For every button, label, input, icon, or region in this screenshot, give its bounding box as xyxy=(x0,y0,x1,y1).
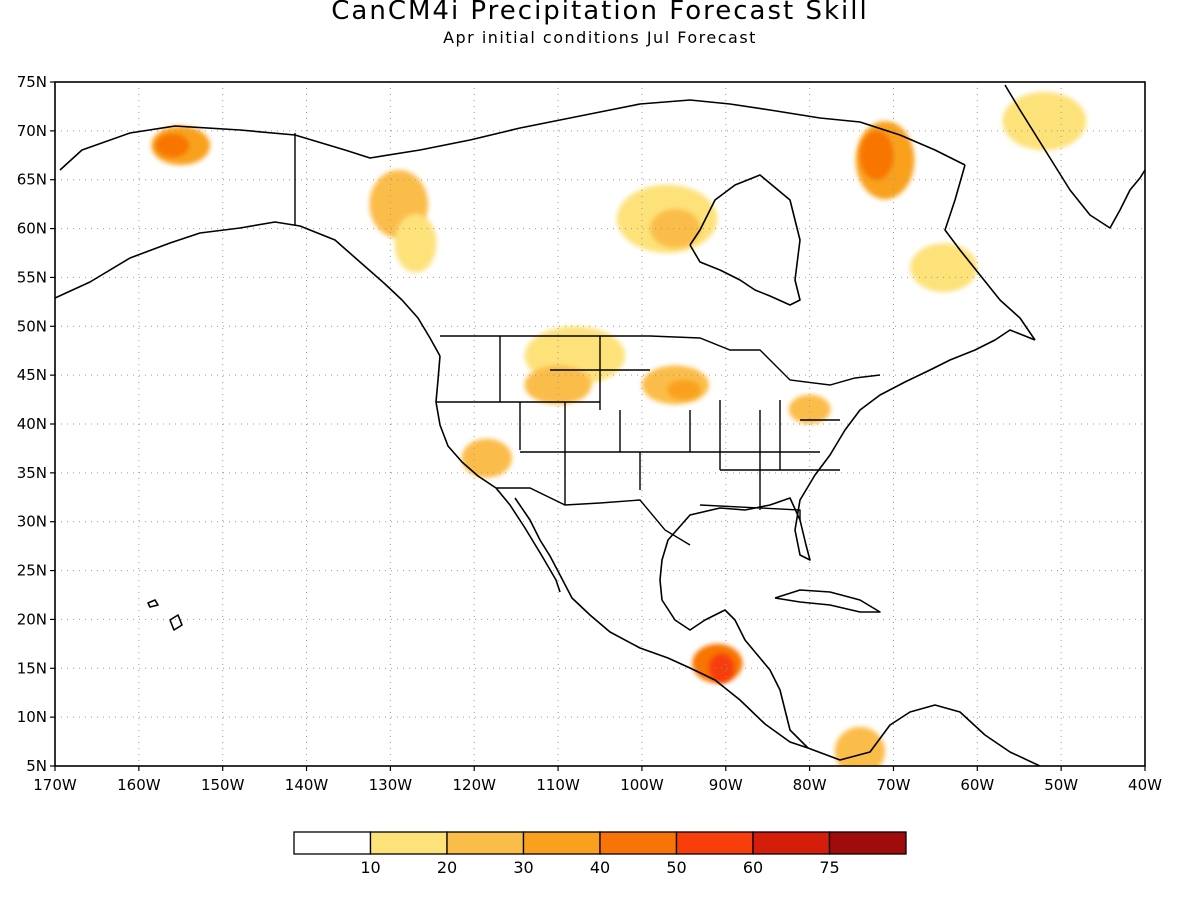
lon-label-60W: 60W xyxy=(960,776,994,794)
colorbar-swatch-2 xyxy=(446,831,525,855)
lat-label-75N: 75N xyxy=(17,73,47,91)
lon-label-170W: 170W xyxy=(33,776,77,794)
border-us-mexico xyxy=(496,487,691,546)
political-borders-layer xyxy=(294,133,881,546)
lon-label-120W: 120W xyxy=(452,776,496,794)
lat-label-10N: 10N xyxy=(17,708,47,726)
longitude-axis-labels: 170W 160W 150W 140W 130W 120W 110W 100W 90W 80W 70… xyxy=(33,766,1162,794)
colorbar-swatch-7 xyxy=(828,831,907,855)
border-us-canada xyxy=(440,335,881,386)
colorbar-legend: 10 20 30 40 50 60 75 xyxy=(293,831,907,877)
plot-frame xyxy=(54,81,1146,767)
lat-label-55N: 55N xyxy=(17,268,47,286)
lon-label-100W: 100W xyxy=(620,776,664,794)
colorbar-label-60: 60 xyxy=(743,858,763,877)
lon-label-80W: 80W xyxy=(793,776,827,794)
skill-region-3 xyxy=(394,213,437,273)
lon-label-90W: 90W xyxy=(709,776,743,794)
skill-region-13 xyxy=(461,438,512,478)
colorbar-label-30: 30 xyxy=(513,858,533,877)
skill-region-12 xyxy=(667,380,701,400)
colorbar-swatch-0 xyxy=(293,831,372,855)
lon-label-140W: 140W xyxy=(285,776,329,794)
skill-region-10 xyxy=(524,365,592,405)
coastline-layer xyxy=(55,84,1145,766)
coastline-us-west xyxy=(435,355,497,489)
coastline-cuba xyxy=(774,589,881,613)
lat-label-60N: 60N xyxy=(17,220,47,238)
lon-label-130W: 130W xyxy=(369,776,413,794)
coastline-labrador xyxy=(944,164,1036,341)
state-borders xyxy=(436,336,840,520)
chart-title: CanCM4i Precipitation Forecast Skill xyxy=(331,0,869,26)
lat-label-45N: 45N xyxy=(17,366,47,384)
lat-label-20N: 20N xyxy=(17,610,47,628)
coastline-hawaii xyxy=(147,599,183,631)
coastline-alaska-south xyxy=(55,221,441,357)
skill-region-5 xyxy=(650,209,701,249)
lon-label-150W: 150W xyxy=(201,776,245,794)
colorbar-swatch-6 xyxy=(752,831,831,855)
colorbar-swatch-1 xyxy=(369,831,448,855)
lat-label-25N: 25N xyxy=(17,562,47,580)
coastline-alaska-arctic xyxy=(59,99,966,171)
skill-region-1 xyxy=(155,133,190,158)
skill-region-7 xyxy=(859,130,894,180)
colorbar-label-10: 10 xyxy=(360,858,380,877)
latitude-axis-labels: 5N 10N 15N 20N 25N 30N 35N 40N 45N 50N 55N 60N 65N 70… xyxy=(17,73,55,775)
lon-label-160W: 160W xyxy=(117,776,161,794)
colorbar-swatch-3 xyxy=(522,831,601,855)
skill-region-17 xyxy=(834,726,886,766)
lat-label-5N: 5N xyxy=(26,757,47,775)
lat-label-15N: 15N xyxy=(17,659,47,677)
lon-label-70W: 70W xyxy=(877,776,911,794)
skill-region-18 xyxy=(1002,91,1087,151)
coastline-mexico-west xyxy=(495,487,809,749)
skill-shading-layer xyxy=(151,91,1087,766)
lon-label-50W: 50W xyxy=(1044,776,1078,794)
colorbar-label-75: 75 xyxy=(819,858,839,877)
lon-label-40W: 40W xyxy=(1128,776,1162,794)
lat-lon-grid xyxy=(55,82,1145,766)
colorbar-swatch-5 xyxy=(675,831,754,855)
chart-subtitle: Apr initial conditions Jul Forecast xyxy=(443,28,757,47)
colorbar-label-50: 50 xyxy=(666,858,686,877)
lat-label-70N: 70N xyxy=(17,122,47,140)
coastline-central-america xyxy=(807,704,1041,766)
skill-region-14 xyxy=(788,394,831,424)
lat-label-50N: 50N xyxy=(17,317,47,335)
skill-region-8 xyxy=(910,243,978,293)
coastline-gulf xyxy=(659,329,1036,749)
colorbar-label-20: 20 xyxy=(437,858,457,877)
lat-label-30N: 30N xyxy=(17,513,47,531)
colorbar-swatch-4 xyxy=(599,831,678,855)
lat-label-35N: 35N xyxy=(17,464,47,482)
colorbar-label-40: 40 xyxy=(590,858,610,877)
coastline-hudson-bay xyxy=(689,174,801,306)
coastline-greenland xyxy=(1004,84,1145,229)
lon-label-110W: 110W xyxy=(536,776,580,794)
lat-label-65N: 65N xyxy=(17,171,47,189)
lat-label-40N: 40N xyxy=(17,415,47,433)
